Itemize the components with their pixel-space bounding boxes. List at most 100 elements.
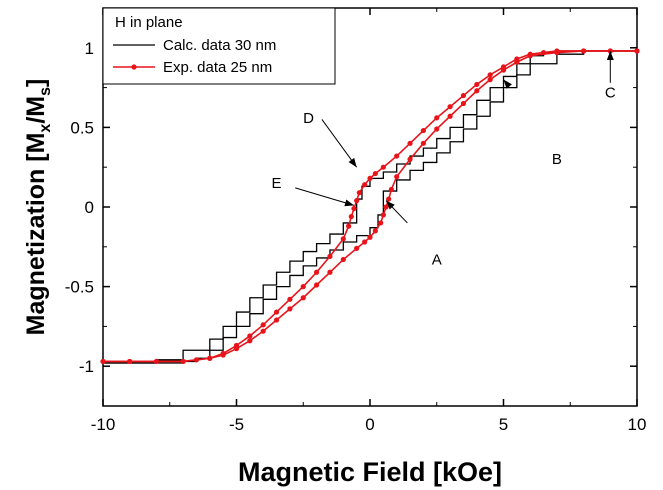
data-point <box>447 104 453 110</box>
series-layer <box>100 48 640 365</box>
series-branch-ascending <box>103 50 637 364</box>
series-branch-descending <box>103 50 637 364</box>
data-point <box>273 317 280 323</box>
series-calc <box>103 50 637 364</box>
data-point <box>380 212 386 218</box>
y-axis-title-mid: /M <box>22 96 50 124</box>
data-point <box>407 140 413 146</box>
legend-entry: Calc. data 30 nm <box>163 37 276 54</box>
y-tick-label: -1 <box>79 357 94 376</box>
legend-entry: Exp. data 25 nm <box>163 59 272 76</box>
data-point <box>434 115 440 121</box>
data-point <box>340 256 346 263</box>
annotation-b: B <box>503 79 562 168</box>
legend-box <box>102 7 336 85</box>
data-point <box>346 223 352 229</box>
y-axis-title-sub2: s <box>37 87 54 96</box>
data-point <box>362 182 368 188</box>
series-branch-ascending <box>103 50 637 363</box>
data-point <box>340 236 346 242</box>
y-axis-title: Magnetization [Mx/Ms] <box>22 79 54 336</box>
data-point <box>193 357 200 363</box>
data-point <box>287 296 293 302</box>
data-point <box>354 198 360 204</box>
data-point <box>348 213 354 220</box>
legend: H in plane Calc. data 30 nm Exp. data 25 n… <box>102 7 336 85</box>
x-tick-label: -10 <box>91 415 116 434</box>
data-point <box>487 72 493 78</box>
annotation-arrow-line <box>295 187 355 206</box>
data-point <box>420 140 426 146</box>
x-tick-label: 5 <box>499 415 508 434</box>
y-tick-label: 1 <box>85 39 94 58</box>
data-point <box>378 220 384 226</box>
data-point <box>527 53 533 59</box>
data-point <box>554 49 560 56</box>
data-point <box>380 164 386 170</box>
annotation-a: A <box>385 200 442 269</box>
y-tick-label: 0.5 <box>70 118 94 137</box>
data-point <box>634 48 640 54</box>
data-point <box>207 355 213 361</box>
data-point <box>581 48 587 54</box>
data-point <box>260 322 266 328</box>
data-point <box>383 204 389 210</box>
y-tick-label: -0.5 <box>65 278 94 297</box>
series-branch-descending <box>103 50 637 363</box>
data-point <box>247 333 253 339</box>
data-point <box>127 358 133 365</box>
x-tick-label: -5 <box>229 415 244 434</box>
data-point <box>460 92 467 99</box>
data-point <box>260 328 266 334</box>
x-tick-label: 0 <box>365 415 374 434</box>
data-point <box>300 295 306 301</box>
annotation-d: D <box>303 110 358 168</box>
y-axis-title-sub1: x <box>37 124 54 133</box>
data-point <box>372 170 378 177</box>
data-point <box>367 234 373 240</box>
data-point <box>388 186 394 193</box>
annotation-arrow-head <box>386 200 395 210</box>
data-point <box>327 269 333 275</box>
data-point <box>394 174 400 180</box>
data-point <box>474 88 480 94</box>
legend-title: H in plane <box>115 14 183 31</box>
data-point <box>247 338 253 344</box>
y-axis-title-end: ] <box>22 79 50 87</box>
data-point <box>300 284 306 290</box>
data-point <box>447 113 453 119</box>
data-point <box>514 59 520 65</box>
data-point <box>287 306 293 312</box>
data-point <box>407 156 413 162</box>
data-point <box>356 190 362 196</box>
annotation-arrow-line <box>321 119 358 168</box>
data-point <box>354 245 360 251</box>
data-point <box>220 352 226 358</box>
data-point <box>367 175 373 181</box>
annotation-label: C <box>605 84 616 101</box>
y-tick-label: 0 <box>85 198 94 217</box>
data-point <box>394 153 400 159</box>
x-tick-label: 10 <box>628 415 647 434</box>
data-point <box>153 358 159 365</box>
data-point <box>460 100 467 107</box>
annotations: A B C D E <box>272 50 616 269</box>
annotation-arrow-head <box>344 199 354 207</box>
data-point <box>314 282 320 288</box>
legend-marker <box>131 64 137 70</box>
data-point <box>474 81 480 88</box>
annotation-c: C <box>605 50 616 101</box>
data-point <box>273 309 280 315</box>
data-point <box>420 127 426 134</box>
y-axis-title-main: Magnetization [M <box>22 133 50 336</box>
annotation-arrow-head <box>606 50 614 60</box>
data-point <box>233 346 240 352</box>
data-point <box>386 196 392 202</box>
annotation-label: A <box>432 252 442 269</box>
x-axis-title: Magnetic Field [kOe] <box>238 457 502 487</box>
data-point <box>372 228 378 234</box>
data-point <box>487 77 493 83</box>
data-point <box>351 205 357 212</box>
annotation-label: E <box>272 175 282 192</box>
